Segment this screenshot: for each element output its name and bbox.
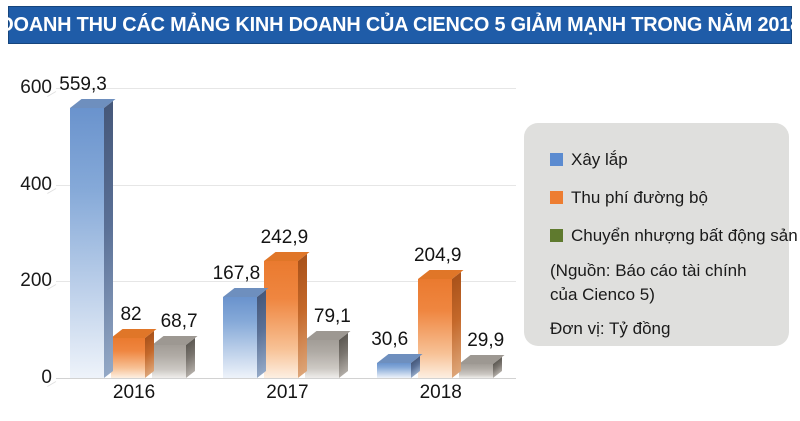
bar-front-face — [111, 338, 146, 378]
gridline-400 — [56, 184, 516, 186]
bar-side-face — [257, 289, 267, 378]
x-axis-label-2018: 2018 — [419, 382, 462, 403]
legend-swatch-orange — [550, 191, 563, 204]
gridline-600 — [56, 88, 516, 89]
bar-2017-series-2 — [305, 330, 351, 378]
bar-front-face — [417, 278, 452, 378]
plot-area: 559,3 82 68,7 2016 167,8 242,9 79,1 2017 30,6 204… — [47, 50, 516, 421]
data-label-2018-series-2: 29,9 — [467, 329, 505, 351]
bar-side-face — [104, 100, 114, 378]
bar-front-face — [223, 296, 258, 378]
data-label-2016-series-2: 68,7 — [160, 310, 198, 332]
page-title: DOANH THU CÁC MẢNG KINH DOANH CỦA CIENCO… — [0, 13, 800, 36]
x-axis-label-2016: 2016 — [112, 382, 156, 403]
bar-front-face — [376, 363, 411, 378]
bar-side-face — [145, 331, 155, 378]
bar-side-face — [298, 253, 308, 378]
y-tick-label-200: 200 — [20, 270, 52, 292]
bar-front-face — [152, 344, 187, 378]
bar-2016-series-0 — [70, 98, 116, 378]
source-note: (Nguồn: Báo cáo tài chính của Cienco 5) — [550, 259, 789, 307]
bar-front-face — [264, 260, 299, 378]
y-axis: 0 200 400 600 — [0, 50, 52, 421]
chart-title-banner: DOANH THU CÁC MẢNG KINH DOANH CỦA CIENCO… — [0, 6, 800, 44]
legend-item-2: Chuyển nhượng bất động sản — [550, 225, 798, 246]
data-label-2017-series-2: 79,1 — [313, 305, 351, 327]
bar-2018-series-2 — [458, 354, 505, 378]
data-label-2017-series-1: 242,9 — [260, 226, 309, 248]
source-note-line-1: (Nguồn: Báo cáo tài chính — [550, 261, 747, 280]
data-label-2016-series-0: 559,3 — [59, 73, 107, 95]
data-label-2018-series-0: 30,6 — [371, 329, 409, 351]
legend-item-1: Thu phí đường bộ — [550, 187, 789, 208]
bar-2016-series-1 — [111, 329, 157, 378]
legend-panel: Xây lắp Thu phí đường bộ Chuyển nhượng b… — [524, 123, 798, 346]
legend-swatch-green — [550, 229, 563, 242]
gridline-0 — [56, 378, 516, 379]
bar-front-face — [458, 363, 493, 378]
y-tick-label-600: 600 — [20, 77, 52, 98]
y-tick-label-400: 400 — [20, 173, 52, 195]
legend-swatch-blue — [550, 153, 563, 166]
data-label-2018-series-1: 204,9 — [413, 244, 462, 266]
bar-2017-series-1 — [264, 251, 310, 378]
source-note-line-2: của Cienco 5) — [550, 285, 655, 304]
unit-note: Đơn vị: Tỷ đồng — [550, 319, 671, 338]
bar-2017-series-0 — [223, 287, 269, 378]
bar-side-face — [339, 332, 349, 378]
bar-2016-series-2 — [152, 335, 198, 378]
bar-2018-series-1 — [417, 269, 464, 378]
legend-label-1: Thu phí đường bộ — [571, 188, 708, 207]
data-label-2016-series-1: 82 — [120, 304, 142, 326]
y-tick-label-0: 0 — [41, 367, 52, 388]
legend-label-0: Xây lắp — [571, 150, 628, 169]
x-axis-label-2017: 2017 — [266, 382, 309, 403]
bar-front-face — [305, 339, 340, 378]
bar-side-face — [451, 271, 461, 378]
data-label-2017-series-0: 167,8 — [212, 262, 261, 284]
legend-label-2: Chuyển nhượng bất động sản — [571, 226, 798, 245]
legend-item-0: Xây lắp — [550, 149, 789, 170]
bar-side-face — [186, 337, 196, 378]
bar-front-face — [70, 107, 105, 378]
bar-2018-series-0 — [376, 354, 423, 378]
chart-container: 0 200 400 600 559,3 82 68,7 2016 167,8 242,9 79,1… — [0, 50, 800, 421]
